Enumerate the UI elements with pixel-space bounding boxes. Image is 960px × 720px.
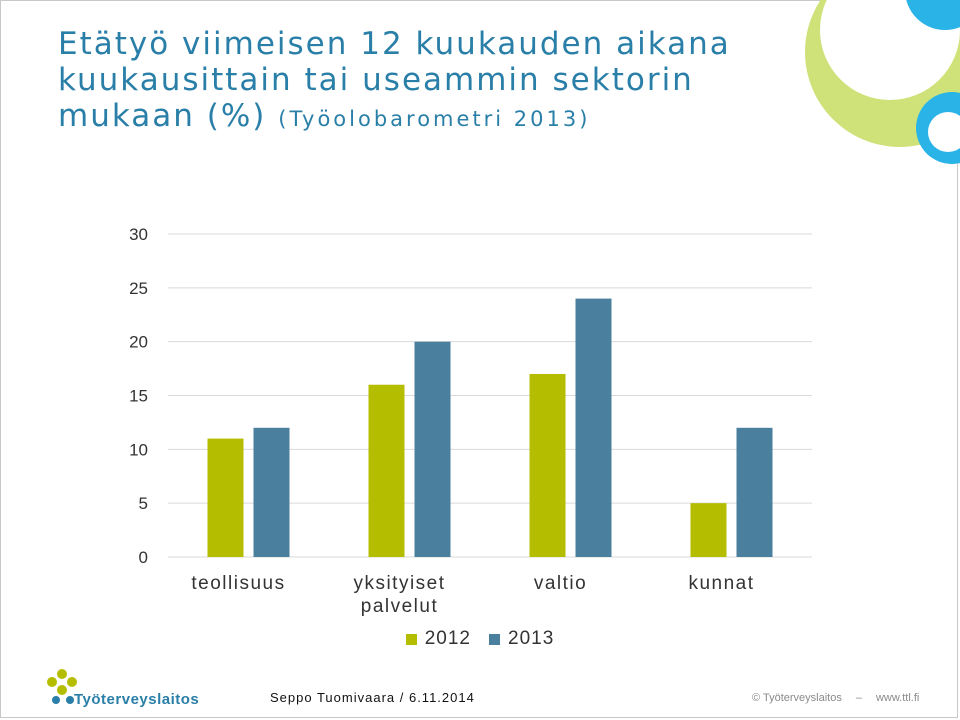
slide-title: Etätyö viimeisen 12 kuukauden aikana kuu…: [58, 26, 758, 137]
bar-2013-valtio: [575, 298, 612, 557]
x-tick-label: palvelut: [361, 596, 439, 617]
bar-2013-yksityiset-palvelut: [414, 341, 451, 557]
x-tick-label: kunnat: [688, 573, 754, 594]
x-tick-label: valtio: [534, 573, 587, 594]
legend-item-2013: 2013: [489, 628, 554, 650]
chart-legend: 2012 2013: [0, 628, 960, 650]
title-source: (Työolobarometri 2013): [278, 107, 591, 131]
bar-2013-kunnat: [736, 427, 773, 557]
y-tick-label: 10: [129, 440, 148, 459]
footer-copyright: © Työterveyslaitos – www.ttl.fi: [752, 692, 920, 704]
website-link[interactable]: www.ttl.fi: [875, 692, 920, 704]
legend-label-2012: 2012: [424, 628, 471, 649]
bar-2013-teollisuus: [253, 427, 290, 557]
copyright-text: © Työterveyslaitos: [752, 692, 842, 704]
legend-label-2013: 2013: [508, 628, 555, 649]
decorative-circles: [805, 0, 960, 164]
footer-presenter: Seppo Tuomivaara / 6.11.2014: [270, 690, 475, 705]
y-tick-label: 5: [139, 494, 148, 513]
legend-swatch-2013: [489, 633, 500, 645]
y-tick-label: 15: [129, 387, 148, 406]
y-tick-label: 20: [129, 333, 148, 352]
bar-2012-teollisuus: [207, 438, 244, 557]
x-tick-label: yksityiset: [353, 573, 445, 594]
legend-swatch-2012: [405, 633, 417, 645]
logo-mark-icon: [47, 669, 77, 704]
bar-2012-kunnat: [690, 503, 727, 557]
y-tick-label: 0: [139, 548, 148, 567]
title-main: Etätyö viimeisen 12 kuukauden aikana kuu…: [58, 26, 731, 134]
legend-item-2012: 2012: [405, 628, 471, 650]
y-tick-label: 30: [129, 225, 148, 244]
logo-text: Työterveyslaitos: [74, 691, 200, 708]
bar-2012-yksityiset-palvelut: [368, 384, 405, 557]
y-tick-label: 25: [129, 279, 148, 298]
bar-2012-valtio: [529, 373, 566, 557]
x-tick-label: teollisuus: [191, 573, 285, 594]
